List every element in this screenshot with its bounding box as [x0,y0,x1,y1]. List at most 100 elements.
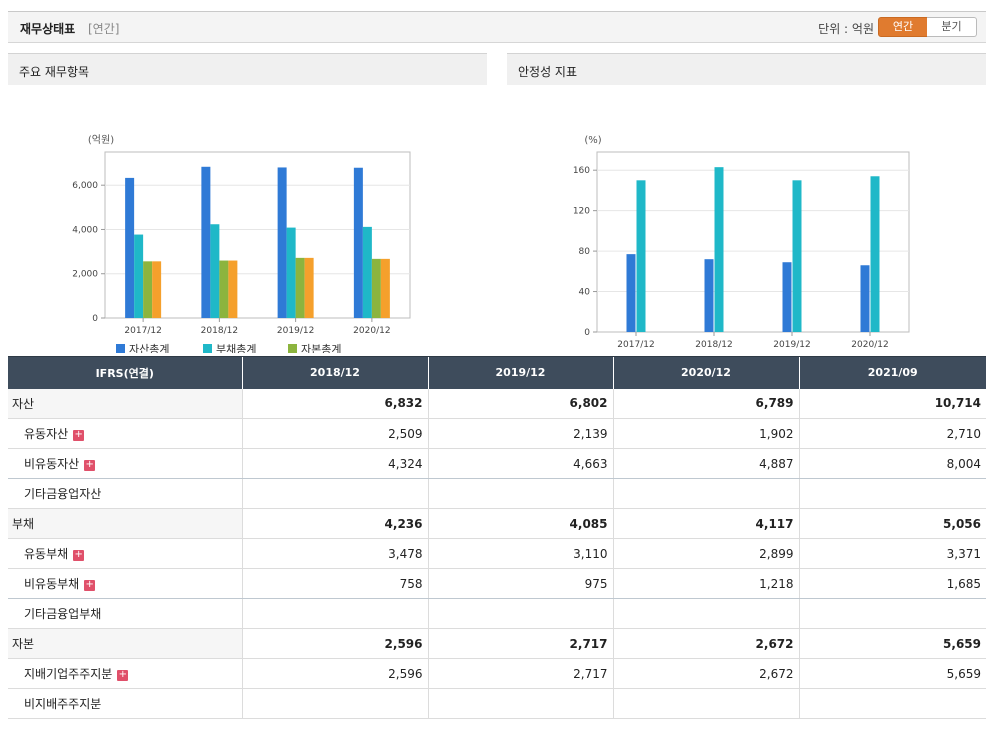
value-cell: 6,802 [427,388,613,419]
value-cell: 758 [241,568,428,599]
value-cell: 1,902 [612,418,799,449]
value-cell: 4,117 [612,508,799,539]
bar-4 [380,258,390,318]
row-label-text: 기타금융업부채 [24,607,102,621]
table-row: 비유동부채 +758 975 1,218 1,685 [8,568,986,599]
value-cell: 2,596 [241,658,428,689]
value-cell: 2,139 [427,418,613,449]
bar-2 [714,167,724,332]
expand-plus-icon[interactable]: + [117,669,129,681]
y-tick-label: 2,000 [72,270,98,280]
bar-2 [362,226,372,318]
y-axis-label: (억원) [88,134,114,146]
value-cell: 5,056 [798,508,986,539]
row-label-text: 지배기업주주지분 [24,667,113,681]
x-tick-label: 2019/12 [773,340,810,350]
expand-plus-icon[interactable]: + [84,579,96,591]
legend-swatch [116,344,125,353]
value-cell: 2,672 [612,658,799,689]
bar-2 [210,224,220,318]
x-tick-label: 2018/12 [695,340,732,350]
row-label-text: 비지배주주지분 [24,697,102,711]
legend-swatch [288,344,297,353]
value-cell: 2,710 [798,418,986,449]
main-items-chart: (억원) 0 2,000 4,000 6,000 2017/12 2018/12 2019/1… [72,134,411,371]
section-header: 재무상태표 [연간] 단위 : 억원 연간 분기 [8,11,986,43]
table-row: 기타금융업자산 [8,478,986,509]
value-cell [241,598,428,629]
bar-1 [277,167,287,318]
bar-1 [626,254,636,332]
bar-4 [228,260,238,318]
row-label-text: 부채 [12,517,35,531]
table-row: 비유동자산 +4,324 4,663 4,887 8,004 [8,448,986,479]
bar-2 [792,180,802,332]
value-cell: 2,596 [241,628,428,659]
value-cell: 10,714 [798,388,986,419]
bar-1 [125,177,135,318]
table-row: 자산 6,832 6,802 6,789 10,714 [8,388,986,419]
expand-plus-icon[interactable]: + [73,549,85,561]
table-row: 부채 4,236 4,085 4,117 5,056 [8,508,986,539]
table-row: 기타금융업부채 [8,598,986,629]
x-tick-label: 2020/12 [851,340,888,350]
header-standard: IFRS(연결) [8,356,242,389]
bar-2 [870,176,880,332]
section-subtitle: [연간] [88,22,120,36]
main-items-panel: 주요 재무항목 (억원) 0 2,000 4,000 6,000 2017/12 2018/… [8,53,487,371]
value-cell: 6,789 [612,388,799,419]
value-cell: 2,509 [241,418,428,449]
value-cell: 5,659 [798,628,986,659]
legend-label: 자본총계 [301,343,341,353]
row-label-text: 유동부채 [24,547,69,561]
value-cell: 2,672 [612,628,799,659]
row-label: 자본 [8,628,242,659]
value-cell [427,598,613,629]
bar-3 [371,258,381,318]
stability-title: 안정성 지표 [518,65,578,79]
row-label: 기타금융업자산 [8,478,242,509]
section-title: 재무상태표 [20,22,76,36]
x-tick-label: 2020/12 [353,326,390,336]
stability-panel: 안정성 지표 (%) 0 40 80 120 160 2017/12 2018/12 2019/… [507,53,986,371]
bar-3 [295,257,305,318]
expand-plus-icon[interactable]: + [73,429,85,441]
value-cell: 4,324 [241,448,428,479]
row-label: 부채 [8,508,242,539]
legend-label: 부채총계 [216,343,256,353]
table-row: 유동부채 +3,478 3,110 2,899 3,371 [8,538,986,569]
bar-1 [782,262,792,332]
value-cell: 4,236 [241,508,428,539]
row-label-text: 유동자산 [24,427,69,441]
value-cell [798,598,986,629]
x-tick-label: 2019/12 [277,326,314,336]
balance-sheet-table: IFRS(연결) 2018/12 2019/12 2020/12 2021/09 자산 6… [8,356,986,719]
bar-3 [219,260,229,318]
y-tick-label: 0 [584,328,590,338]
y-tick-label: 120 [573,207,590,217]
row-label-text: 자본 [12,637,35,651]
value-cell [798,688,986,719]
row-label: 비지배주주지분 [8,688,242,719]
value-cell: 6,832 [241,388,428,419]
y-tick-label: 160 [573,166,590,176]
row-label: 자산 [8,388,242,419]
row-label-text: 비유동부채 [24,577,80,591]
y-tick-label: 80 [579,247,591,257]
table-row: 지배기업주주지분 +2,596 2,717 2,672 5,659 [8,658,986,689]
bar-2 [286,227,296,318]
quarter-toggle-button[interactable]: 분기 [927,17,977,37]
expand-plus-icon[interactable]: + [84,459,96,471]
stability-chart: (%) 0 40 80 120 160 2017/12 2018/12 2019/12 2020/… [573,135,910,371]
header-period: 2019/12 [427,356,613,389]
value-cell: 4,085 [427,508,613,539]
value-cell [612,688,799,719]
row-label: 비유동부채 + [8,568,242,599]
x-tick-label: 2018/12 [201,326,238,336]
table-row: 자본 2,596 2,717 2,672 5,659 [8,628,986,659]
value-cell: 3,110 [427,538,613,569]
annual-toggle-button[interactable]: 연간 [878,17,928,37]
row-label-text: 기타금융업자산 [24,487,102,501]
value-cell: 4,663 [427,448,613,479]
y-tick-label: 4,000 [72,225,98,235]
